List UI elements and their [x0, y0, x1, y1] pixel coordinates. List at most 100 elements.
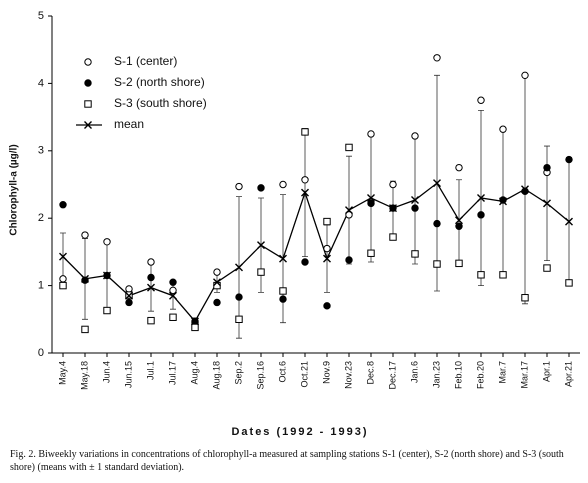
x-tick-label: Nov.9: [321, 361, 331, 384]
point: [411, 250, 419, 258]
x-axis-label: Dates (1992 - 1993): [231, 426, 368, 438]
page: {"chart_data": {"type": "line", "y_label…: [8, 9, 580, 473]
point: [59, 201, 67, 209]
caption: Fig. 2. Biweekly variations in concentra…: [10, 449, 564, 473]
point: [59, 281, 67, 290]
x-tick-label: Jun.15: [123, 361, 133, 388]
point: [191, 317, 199, 326]
point: [279, 295, 287, 303]
y-tick-label: 0: [38, 347, 44, 359]
point: [147, 283, 155, 292]
point: [301, 176, 309, 184]
x-tick-label: Oct.21: [299, 361, 309, 388]
point: [301, 258, 309, 266]
point: [301, 188, 309, 197]
point: [411, 204, 419, 212]
point: [521, 187, 529, 195]
y-tick-label: 5: [38, 10, 44, 22]
x-tick-label: Jan.6: [409, 361, 419, 383]
point: [125, 298, 133, 307]
point: [257, 184, 265, 192]
point: [279, 180, 287, 189]
point: [169, 291, 177, 300]
x-tick-label: Jan.23: [431, 361, 441, 388]
point: [147, 273, 155, 282]
x-tick-label: Jun.4: [101, 361, 111, 383]
point: [433, 260, 441, 268]
point: [235, 182, 243, 191]
point: [81, 274, 89, 283]
point: [367, 199, 375, 208]
point: [455, 216, 463, 225]
y-axis-label: Chlorophyll-a (µg/l): [9, 144, 20, 235]
point: [345, 206, 353, 215]
point: [103, 271, 111, 280]
point: [521, 71, 529, 80]
legend-label: mean: [114, 117, 144, 131]
point: [433, 54, 441, 62]
point: [389, 180, 397, 189]
point: [389, 204, 397, 213]
point: [411, 196, 419, 204]
x-tick-label: Sep.2: [233, 361, 243, 385]
x-tick-label: Mar.17: [519, 361, 529, 389]
point: [59, 252, 67, 261]
point: [191, 323, 199, 332]
x-tick-label: Dec.17: [387, 361, 397, 390]
legend-marker: [84, 121, 92, 129]
point: [323, 254, 331, 263]
point: [455, 222, 463, 230]
x-tick-label: Aug.4: [189, 361, 199, 385]
point: [433, 179, 441, 188]
x-tick-label: Feb.20: [475, 361, 485, 389]
point: [565, 279, 573, 287]
point: [521, 185, 529, 194]
point: [411, 132, 419, 140]
point: [125, 291, 133, 300]
y-tick-label: 1: [38, 280, 44, 292]
point: [279, 287, 287, 295]
point: [477, 96, 485, 104]
point: [169, 278, 177, 286]
point: [345, 143, 353, 152]
legend-label: S-1 (center): [114, 54, 177, 68]
point: [257, 268, 265, 276]
point: [477, 271, 485, 279]
point: [301, 128, 309, 136]
x-tick-label: Feb.10: [453, 361, 463, 389]
point: [213, 278, 221, 287]
point: [103, 238, 111, 246]
x-tick-label: Jul.17: [167, 361, 177, 385]
x-tick-label: Apr.1: [541, 361, 551, 382]
point: [345, 211, 353, 219]
y-tick-label: 2: [38, 212, 44, 224]
x-tick-label: Oct.6: [277, 361, 287, 383]
point: [323, 244, 331, 253]
point: [367, 193, 375, 202]
point: [169, 286, 177, 295]
x-tick-label: Sep.16: [255, 361, 265, 390]
y-tick-label: 3: [38, 145, 44, 157]
x-tick-label: Apr.21: [563, 361, 573, 387]
y-tick-label: 4: [38, 77, 44, 89]
point: [543, 199, 551, 208]
legend-marker: [84, 79, 92, 87]
point: [543, 264, 551, 272]
point: [213, 298, 221, 307]
point: [103, 306, 111, 315]
point: [521, 294, 529, 302]
point: [169, 313, 177, 321]
x-tick-label: May.4: [57, 361, 67, 385]
point: [213, 281, 221, 290]
point: [345, 256, 353, 264]
point: [279, 254, 287, 263]
point: [455, 163, 463, 172]
point: [565, 217, 573, 226]
legend-label: S-3 (south shore): [114, 96, 207, 110]
point: [499, 271, 507, 279]
x-tick-label: Jul.1: [145, 361, 155, 380]
point: [323, 302, 331, 310]
point: [367, 130, 375, 138]
chart: Chlorophyll-a (µg/l) Dates (1992 - 1993)…: [9, 10, 580, 438]
point: [477, 193, 485, 202]
